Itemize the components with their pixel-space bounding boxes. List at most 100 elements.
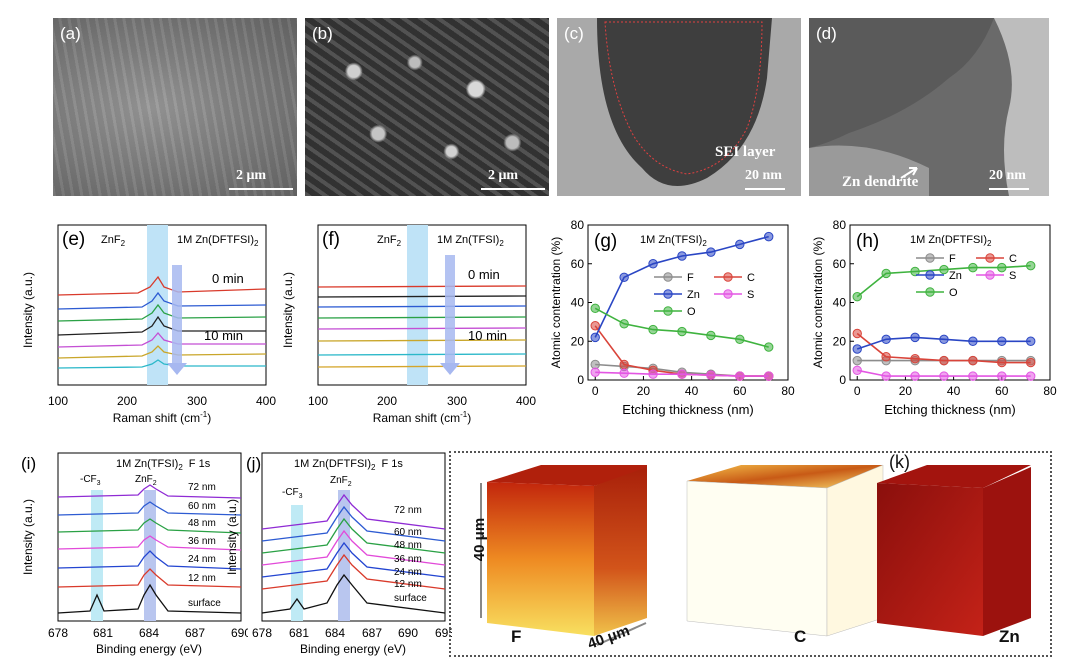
series-c-point (881, 352, 891, 362)
legend-s-marker (985, 270, 995, 280)
legend-o-marker (663, 306, 673, 316)
series-o-point (648, 324, 658, 335)
raman-chart-e: 100 200 300 400 Raman shift (cm-1) Inten… (21, 224, 276, 425)
panel-label-h: (h) (856, 231, 879, 252)
series-o-point (619, 319, 629, 329)
chart-g-ytick-label: 60 (571, 257, 585, 271)
xps-i-spectra (57, 484, 242, 614)
xps-chart-j: 678 681 684 687 690 693 Binding energy (… (225, 452, 452, 656)
xps-j-tick: 690 (398, 626, 418, 640)
legend-zn-label: Zn (949, 270, 962, 282)
tof-k-horizontal-dimension (596, 622, 647, 646)
panel-label-d: (d) (816, 24, 837, 43)
legend-s-label: S (747, 289, 754, 301)
raman-e-ylabel: Intensity (a.u.) (21, 272, 35, 348)
tof-k-element-zn: Zn (999, 627, 1020, 646)
xps-j-depth: 60 nm (394, 527, 422, 538)
legend-zn-marker (925, 270, 935, 280)
chart-h-title: 1M Zn(DFTFSI)2 (910, 234, 992, 248)
legend-o-label: O (687, 306, 696, 318)
legend-f-marker (663, 272, 673, 282)
series-o-point (997, 262, 1007, 273)
xps-j-tick: 681 (289, 626, 309, 640)
series-o-point (764, 342, 774, 352)
zn-dendrite-label: Zn dendrite (842, 174, 919, 190)
series-s-point (968, 371, 978, 381)
raman-f-znf2-band (407, 225, 428, 385)
legend-f-marker (925, 253, 935, 263)
xps-i-depth: 72 nm (188, 482, 216, 493)
series-zn-point (735, 239, 745, 250)
series-c-point (1026, 357, 1036, 368)
series-c-point (939, 355, 949, 366)
panel-label-a: (a) (60, 24, 81, 43)
xps-i-ylabel: Intensity (a.u.) (21, 499, 35, 575)
tem-image-c: (c) SEI layer 20 nm (557, 18, 801, 196)
series-o-point (590, 303, 600, 314)
chart-g-ytick-label: 0 (577, 373, 584, 387)
chart-g-xtick-label: 40 (685, 384, 699, 398)
raman-f-time-arrow-head (440, 363, 460, 375)
xps-j-tick: 693 (435, 626, 452, 640)
raman-e-tick: 300 (187, 394, 207, 408)
chart-g-ytick-label: 40 (571, 296, 585, 310)
panel-label-b: (b) (312, 24, 333, 43)
scale-bar-b (481, 188, 545, 190)
panel-label-j: (j) (246, 454, 261, 473)
series-s-point (619, 368, 629, 378)
legend-o-marker (925, 287, 935, 297)
series-s-point (939, 371, 949, 381)
chart-h-ytick-label: 60 (833, 257, 847, 271)
chart-h-xtick-label: 0 (854, 384, 861, 398)
raman-f-spectra (317, 285, 527, 368)
series-zn-point (764, 231, 774, 242)
chart-h-xtick-label: 80 (1043, 384, 1057, 398)
xps-j-depth: surface (394, 593, 427, 604)
series-zn-point (939, 334, 949, 345)
series-c-point (910, 353, 920, 364)
series-o-point (735, 334, 745, 345)
scale-label-d: 20 nm (989, 168, 1026, 183)
panel-label-e: (e) (62, 229, 85, 250)
chart-h-ytick-label: 40 (833, 296, 847, 310)
xps-i-cf3-label: -CF3 (80, 474, 101, 487)
xps-j-cf3-band (291, 505, 303, 621)
panel-label-g: (g) (594, 231, 617, 252)
raman-f-tick: 300 (447, 394, 467, 408)
series-zn-point (881, 334, 891, 345)
series-zn-point (1026, 336, 1036, 346)
xps-i-znf2-band (144, 490, 156, 621)
xps-j-tick: 687 (362, 626, 382, 640)
line-chart-g: 0 20 40 60 80 0 20 40 60 80 Etching thickness (nm)… (549, 218, 795, 417)
xps-j-title: 1M Zn(DFTFSI)2 F 1s (294, 458, 403, 472)
tof-k-element-c: C (794, 627, 807, 646)
chart-h-ytick-label: 80 (833, 218, 847, 232)
raman-e-xlabel: Raman shift (cm-1) (113, 410, 211, 425)
legend-zn-label: Zn (687, 289, 700, 301)
series-s-point (648, 369, 658, 379)
xps-i-depth: 24 nm (188, 554, 216, 565)
tof-k-element-f: F (511, 627, 522, 646)
panel-label-c: (c) (564, 24, 584, 43)
scale-label-b: 2 μm (488, 168, 519, 183)
xps-i-tick: 678 (48, 626, 68, 640)
series-o-point (677, 326, 687, 337)
series-zn-point (648, 259, 658, 269)
raman-e-time-start: 0 min (212, 271, 244, 286)
tof-c-cube (686, 464, 884, 637)
scale-label-a: 2 μm (236, 168, 267, 183)
series-c-point (997, 357, 1007, 368)
legend-zn-marker (663, 289, 673, 299)
legend-f-label: F (949, 253, 956, 265)
legend-f-label: F (687, 272, 694, 284)
scale-bar-d (989, 188, 1029, 190)
raman-e-electrolyte: 1M Zn(DFTFSI)2 (177, 234, 259, 248)
series-o-point (1026, 260, 1036, 271)
series-s-point (677, 369, 687, 379)
xps-j-depth: 72 nm (394, 505, 422, 516)
series-zn-point (910, 332, 920, 343)
series-c-point (619, 359, 629, 370)
series-c-point (968, 355, 978, 366)
raman-e-band-label: ZnF2 (101, 234, 126, 248)
series-s-point (764, 371, 774, 381)
